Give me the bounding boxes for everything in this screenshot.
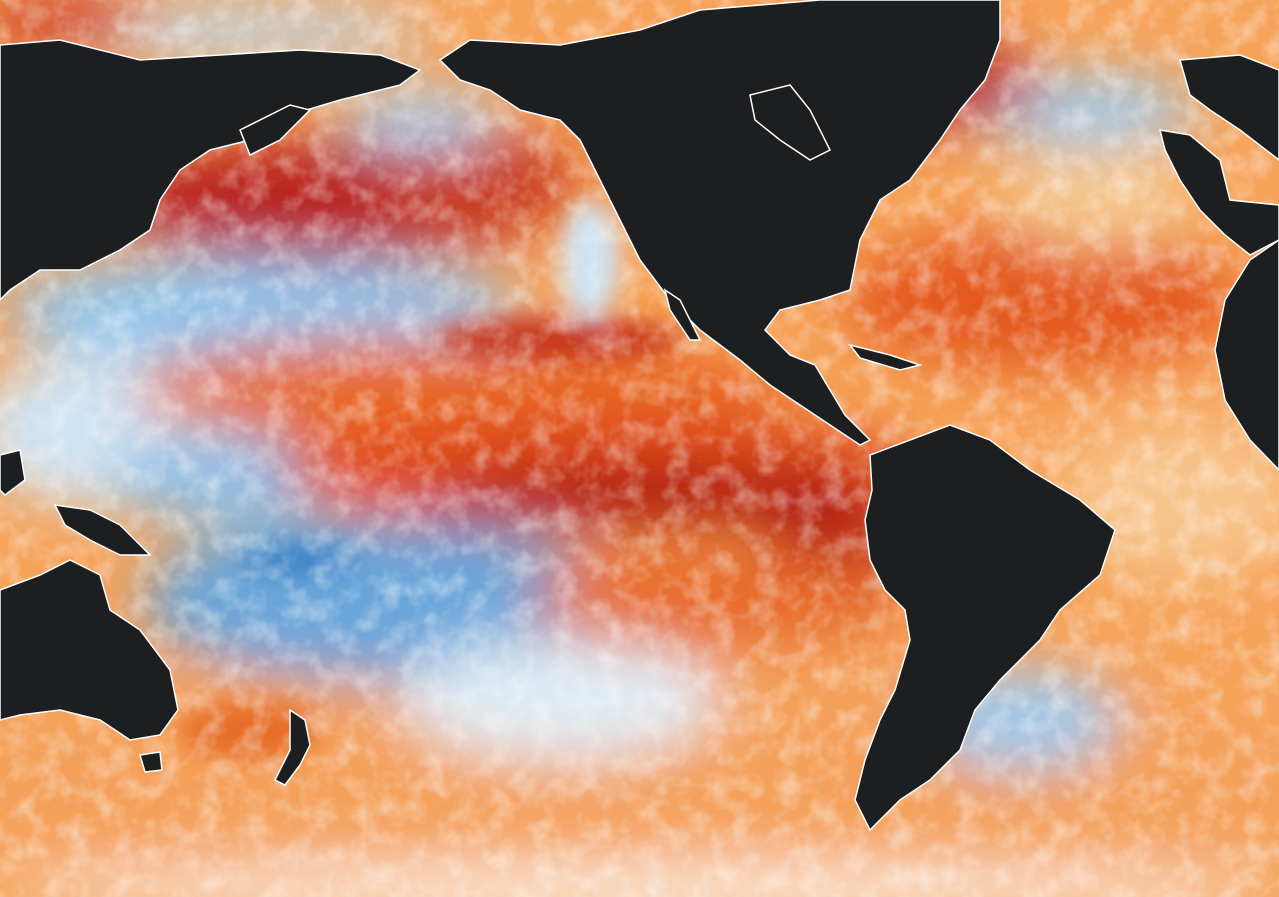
greenland xyxy=(1179,54,1279,161)
baja xyxy=(663,288,702,341)
africa xyxy=(1214,239,1279,472)
borneo xyxy=(0,449,26,496)
new-guinea xyxy=(53,504,152,556)
kamchatka xyxy=(239,104,312,157)
europe xyxy=(1158,129,1279,256)
hudson-islands xyxy=(749,84,832,161)
tasmania xyxy=(139,751,163,773)
north-america xyxy=(438,0,1001,446)
australia xyxy=(0,559,179,741)
south-america xyxy=(854,424,1116,832)
landmasses xyxy=(0,0,1279,832)
cuba xyxy=(848,343,923,371)
new-zealand xyxy=(273,708,311,786)
